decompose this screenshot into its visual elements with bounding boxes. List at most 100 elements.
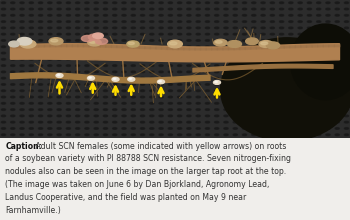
Circle shape bbox=[252, 103, 256, 104]
Circle shape bbox=[38, 15, 43, 16]
Circle shape bbox=[307, 2, 312, 4]
Circle shape bbox=[122, 52, 126, 54]
Circle shape bbox=[344, 90, 349, 92]
Circle shape bbox=[29, 8, 33, 10]
Circle shape bbox=[10, 121, 15, 123]
Circle shape bbox=[113, 52, 117, 54]
Circle shape bbox=[150, 128, 154, 129]
Circle shape bbox=[187, 84, 191, 85]
Circle shape bbox=[317, 84, 321, 85]
Circle shape bbox=[113, 96, 117, 98]
Circle shape bbox=[335, 33, 340, 35]
Circle shape bbox=[280, 46, 284, 48]
Circle shape bbox=[38, 77, 43, 79]
Circle shape bbox=[168, 27, 173, 29]
Circle shape bbox=[344, 103, 349, 104]
Circle shape bbox=[113, 46, 117, 48]
Circle shape bbox=[113, 8, 117, 10]
Circle shape bbox=[326, 121, 330, 123]
Circle shape bbox=[177, 15, 182, 16]
Circle shape bbox=[261, 52, 265, 54]
Circle shape bbox=[76, 2, 80, 4]
Circle shape bbox=[38, 59, 43, 60]
Circle shape bbox=[29, 59, 33, 60]
Circle shape bbox=[344, 115, 349, 117]
Ellipse shape bbox=[56, 74, 63, 77]
Circle shape bbox=[261, 46, 265, 48]
Ellipse shape bbox=[129, 78, 132, 79]
Circle shape bbox=[57, 27, 61, 29]
Circle shape bbox=[243, 21, 247, 22]
Circle shape bbox=[1, 27, 6, 29]
Circle shape bbox=[317, 21, 321, 22]
Circle shape bbox=[131, 84, 135, 85]
Circle shape bbox=[224, 115, 228, 117]
Circle shape bbox=[66, 8, 70, 10]
Circle shape bbox=[66, 71, 70, 73]
Circle shape bbox=[270, 52, 274, 54]
Circle shape bbox=[215, 71, 219, 73]
Circle shape bbox=[1, 71, 6, 73]
Circle shape bbox=[326, 27, 330, 29]
Circle shape bbox=[280, 40, 284, 41]
Circle shape bbox=[1, 21, 6, 22]
Circle shape bbox=[205, 40, 210, 41]
Circle shape bbox=[66, 2, 70, 4]
Circle shape bbox=[196, 115, 200, 117]
Circle shape bbox=[224, 96, 228, 98]
Circle shape bbox=[38, 121, 43, 123]
Circle shape bbox=[10, 15, 15, 16]
Circle shape bbox=[187, 8, 191, 10]
Circle shape bbox=[177, 84, 182, 85]
Circle shape bbox=[215, 84, 219, 85]
Circle shape bbox=[168, 40, 173, 41]
Circle shape bbox=[29, 121, 33, 123]
Circle shape bbox=[1, 103, 6, 104]
Circle shape bbox=[20, 121, 24, 123]
Circle shape bbox=[215, 21, 219, 22]
Circle shape bbox=[150, 71, 154, 73]
Circle shape bbox=[113, 2, 117, 4]
Circle shape bbox=[196, 128, 200, 129]
Circle shape bbox=[38, 109, 43, 110]
Circle shape bbox=[38, 46, 43, 48]
Circle shape bbox=[280, 8, 284, 10]
Circle shape bbox=[48, 59, 52, 60]
Circle shape bbox=[150, 59, 154, 60]
Circle shape bbox=[289, 71, 293, 73]
Circle shape bbox=[122, 134, 126, 136]
Circle shape bbox=[335, 46, 340, 48]
Circle shape bbox=[177, 27, 182, 29]
Ellipse shape bbox=[88, 76, 94, 80]
Circle shape bbox=[94, 128, 98, 129]
Circle shape bbox=[29, 65, 33, 66]
Circle shape bbox=[270, 115, 274, 117]
Ellipse shape bbox=[215, 81, 217, 82]
Text: (The image was taken on June 6 by Dan Bjorkland, Agronomy Lead,: (The image was taken on June 6 by Dan Bj… bbox=[5, 180, 270, 189]
Circle shape bbox=[1, 40, 6, 41]
Circle shape bbox=[317, 77, 321, 79]
Circle shape bbox=[252, 84, 256, 85]
Circle shape bbox=[140, 90, 145, 92]
Ellipse shape bbox=[22, 42, 30, 45]
Circle shape bbox=[307, 21, 312, 22]
Circle shape bbox=[280, 128, 284, 129]
Ellipse shape bbox=[95, 38, 108, 44]
Circle shape bbox=[205, 134, 210, 136]
Circle shape bbox=[289, 15, 293, 16]
Circle shape bbox=[187, 121, 191, 123]
Circle shape bbox=[344, 109, 349, 110]
Circle shape bbox=[233, 46, 237, 48]
Circle shape bbox=[85, 2, 89, 4]
Circle shape bbox=[205, 52, 210, 54]
Circle shape bbox=[140, 77, 145, 79]
Circle shape bbox=[76, 71, 80, 73]
Circle shape bbox=[270, 71, 274, 73]
Circle shape bbox=[215, 65, 219, 66]
Circle shape bbox=[335, 134, 340, 136]
Circle shape bbox=[289, 33, 293, 35]
Circle shape bbox=[122, 121, 126, 123]
Circle shape bbox=[113, 134, 117, 136]
Circle shape bbox=[344, 8, 349, 10]
Circle shape bbox=[1, 109, 6, 110]
